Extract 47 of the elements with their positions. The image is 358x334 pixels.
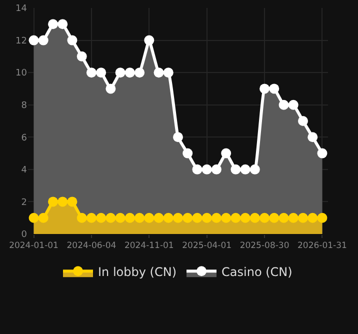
point (211, 164, 222, 174)
point (115, 68, 126, 78)
point (192, 164, 202, 174)
point (173, 132, 183, 142)
point (154, 68, 164, 78)
y-tick-label: 2 (21, 198, 27, 208)
y-tick-label: 12 (16, 36, 27, 46)
y-tick-label: 14 (16, 4, 28, 14)
point (48, 19, 58, 30)
point (182, 148, 193, 158)
point (96, 68, 106, 78)
legend-label: Casino (CN) (222, 264, 292, 279)
point (58, 19, 68, 30)
point (163, 68, 174, 78)
y-tick-label: 6 (21, 133, 28, 144)
point (221, 148, 232, 158)
point (134, 68, 145, 78)
x-tick-label: 2024-01-01 (9, 241, 58, 252)
point (202, 164, 212, 174)
point (278, 100, 289, 110)
point (269, 84, 280, 94)
legend-label: In lobby (CN) (98, 264, 177, 279)
y-tick-label: 8 (21, 101, 28, 112)
point (240, 164, 250, 174)
y-tick-label: 0 (21, 230, 28, 240)
point (230, 164, 241, 174)
point (317, 148, 328, 158)
x-tick-label: 2024-11-01 (124, 241, 174, 252)
x-tick-label: 2026-01-31 (298, 241, 347, 252)
x-tick-label: 2025-04-01 (182, 241, 232, 252)
point (288, 100, 298, 110)
point (86, 68, 96, 78)
point (144, 35, 154, 46)
point (28, 35, 39, 46)
point (250, 164, 260, 174)
point (124, 68, 135, 78)
point (67, 35, 78, 46)
y-tick-label: 10 (16, 68, 28, 79)
point (38, 35, 48, 46)
point (106, 84, 116, 94)
point (76, 51, 87, 62)
point (298, 116, 308, 126)
point (260, 84, 270, 94)
y-tick-label: 4 (21, 166, 28, 176)
x-tick-label: 2024-06-04 (66, 241, 116, 252)
point (308, 132, 318, 142)
x-tick-label: 2025-08-30 (240, 241, 290, 252)
